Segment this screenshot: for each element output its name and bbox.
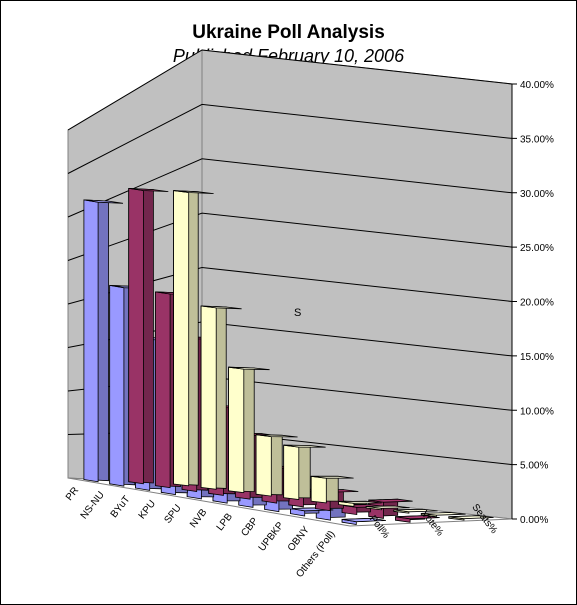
bar-front — [200, 305, 217, 490]
y-tick-label: 25.00% — [520, 243, 554, 254]
bar-top — [393, 508, 438, 513]
y-tick-label: 35.00% — [520, 134, 554, 145]
bar-top — [421, 512, 466, 516]
gridline — [67, 212, 513, 261]
category-label: SPU — [162, 503, 183, 526]
bar-top — [311, 475, 354, 479]
bar-front — [283, 444, 300, 500]
bar-top — [448, 515, 494, 520]
bar-front — [109, 284, 125, 487]
bar-top — [366, 505, 410, 509]
bar-top — [128, 188, 169, 192]
bar-top — [256, 434, 298, 438]
bar-front — [154, 291, 171, 489]
y-tick-label: 10.00% — [520, 406, 554, 417]
chart-title: Ukraine Poll Analysis — [192, 22, 385, 43]
category-label: BYuT — [109, 494, 133, 520]
y-tick-label: 0.00% — [520, 515, 548, 526]
category-label: PR — [64, 485, 81, 503]
bar-front — [83, 199, 99, 483]
category-label: NS-NU — [79, 490, 107, 522]
category-label: OBNY — [286, 524, 312, 553]
bar-front — [228, 366, 245, 494]
category-label: LPB — [215, 511, 236, 533]
y-tick-label: 20.00% — [520, 298, 554, 309]
y-tick-label: 30.00% — [520, 189, 554, 200]
gridline — [67, 49, 513, 131]
bar-top — [342, 517, 386, 523]
y-tick-label: 15.00% — [520, 352, 554, 363]
y-tick-label: 40.00% — [520, 80, 554, 91]
bar-front — [173, 190, 190, 487]
bar-top — [201, 305, 242, 310]
bar-front — [128, 187, 144, 485]
bar-top — [395, 515, 440, 520]
bar-front — [255, 434, 272, 497]
category-label: NVB — [188, 507, 210, 530]
gridline — [67, 103, 513, 174]
bar-top — [368, 498, 413, 503]
category-label: CBP — [239, 516, 261, 539]
bar-top — [338, 500, 382, 504]
bar-top — [228, 366, 270, 371]
y-tick-label: 5.00% — [520, 461, 548, 472]
category-label: KPU — [137, 498, 158, 521]
bar-top — [83, 199, 124, 204]
gridline — [67, 158, 513, 218]
bar-front — [310, 475, 327, 504]
category-label: UPBKP — [257, 520, 287, 554]
bar-top — [173, 190, 214, 194]
chart-annotation: S — [294, 307, 301, 319]
bar-top — [283, 444, 326, 448]
